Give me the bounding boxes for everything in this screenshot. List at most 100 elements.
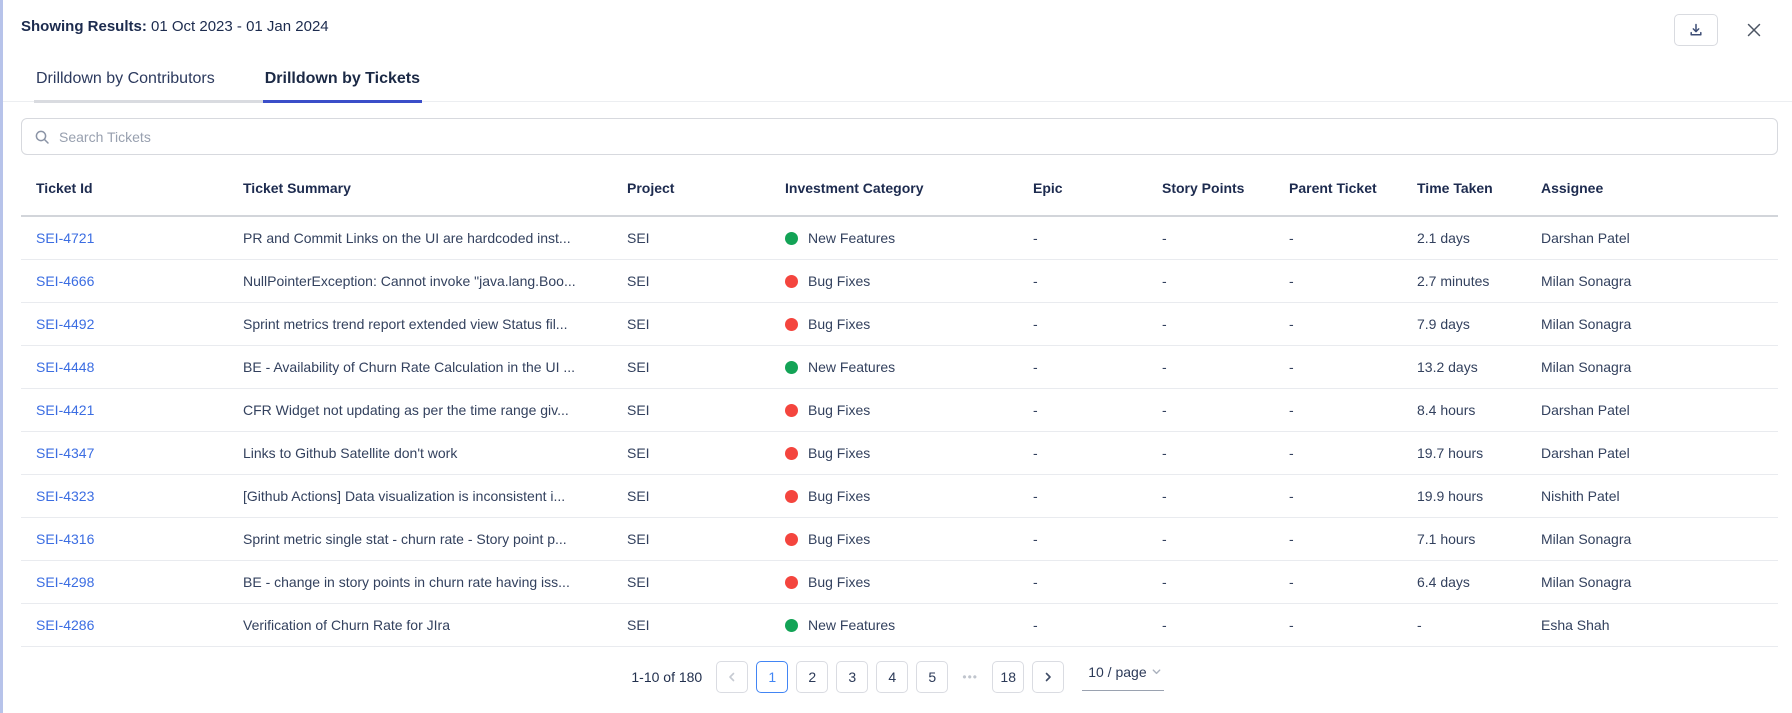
cell-epic: - [1033,359,1038,375]
cell-project: SEI [627,574,650,590]
cell-time-taken: 7.9 days [1417,316,1470,332]
tickets-table: Ticket Id Ticket Summary Project Investment… [21,161,1778,647]
cell-ticket-id: SEI-4666 [21,273,243,289]
cell-investment-category: Bug Fixes [785,488,1033,504]
date-range: 01 Oct 2023 - 01 Jan 2024 [151,18,329,35]
cell-ticket-summary: BE - change in story points in churn rat… [243,574,570,590]
download-button[interactable] [1674,14,1718,46]
search-area [21,118,1778,155]
search-input[interactable] [59,128,1765,145]
tab-drilldown-by-contributors[interactable]: Drilldown by Contributors [34,62,217,100]
cell-project: SEI [627,617,650,633]
cell-ticket-summary: [Github Actions] Data visualization is i… [243,488,566,504]
cell-parent-ticket: - [1289,316,1294,332]
page-button-3[interactable]: 3 [836,661,869,693]
column-header-parent-ticket: Parent Ticket [1289,180,1377,196]
table-row: SEI-4316 Sprint metric single stat - chu… [21,518,1778,561]
cell-time-taken: 6.4 days [1417,574,1470,590]
cell-ticket-summary: Sprint metric single stat - churn rate -… [243,531,567,547]
table-body: SEI-4721 PR and Commit Links on the UI a… [21,217,1778,647]
cell-ticket-summary: Sprint metrics trend report extended vie… [243,316,568,332]
table-row: SEI-4323 [Github Actions] Data visualiza… [21,475,1778,518]
category-label: Bug Fixes [808,531,871,547]
cell-investment-category: Bug Fixes [785,316,1033,332]
page-button-18[interactable]: 18 [992,661,1025,693]
column-header-assignee: Assignee [1541,180,1604,196]
cell-epic: - [1033,531,1038,547]
cell-project: SEI [627,316,650,332]
cell-epic: - [1033,316,1038,332]
ticket-id-link[interactable]: SEI-4666 [36,273,95,289]
chevron-left-icon [726,671,738,683]
cell-ticket-id: SEI-4347 [21,445,243,461]
cell-epic: - [1033,230,1038,246]
ticket-id-link[interactable]: SEI-4721 [36,230,95,246]
cell-investment-category: New Features [785,359,1033,375]
category-dot-icon [785,274,798,288]
category-label: Bug Fixes [808,273,871,289]
cell-time-taken: - [1417,617,1422,633]
chevron-down-icon [1151,666,1162,677]
cell-story-points: - [1162,574,1167,590]
page-button-2[interactable]: 2 [796,661,829,693]
previous-page-button[interactable] [716,661,749,693]
ticket-id-link[interactable]: SEI-4448 [36,359,95,375]
ticket-id-link[interactable]: SEI-4492 [36,316,95,332]
page-button-4[interactable]: 4 [876,661,909,693]
cell-ticket-summary: Verification of Churn Rate for JIra [243,617,450,633]
cell-story-points: - [1162,316,1167,332]
cell-assignee: Milan Sonagra [1541,574,1632,590]
cell-project: SEI [627,230,650,246]
page-size-select[interactable]: 10 / page [1082,664,1164,691]
cell-story-points: - [1162,445,1167,461]
cell-investment-category: New Features [785,230,1033,246]
cell-assignee: Milan Sonagra [1541,316,1632,332]
cell-time-taken: 19.7 hours [1417,445,1484,461]
ticket-id-link[interactable]: SEI-4286 [36,617,95,633]
showing-results-label: Showing Results: [21,18,147,35]
cell-story-points: - [1162,488,1167,504]
cell-ticket-summary: CFR Widget not updating as per the time … [243,402,569,418]
ticket-id-link[interactable]: SEI-4421 [36,402,95,418]
cell-story-points: - [1162,617,1167,633]
close-button[interactable] [1740,16,1768,44]
table-header-row: Ticket Id Ticket Summary Project Investment… [21,161,1778,217]
cell-assignee: Darshan Patel [1541,445,1630,461]
category-dot-icon [785,575,798,589]
ticket-id-link[interactable]: SEI-4347 [36,445,95,461]
cell-time-taken: 13.2 days [1417,359,1478,375]
tab-drilldown-by-tickets[interactable]: Drilldown by Tickets [262,62,423,103]
table-row: SEI-4347 Links to Github Satellite don't… [21,432,1778,475]
ticket-id-link[interactable]: SEI-4316 [36,531,95,547]
column-header-project: Project [627,180,675,196]
category-dot-icon [785,403,798,417]
cell-ticket-id: SEI-4316 [21,531,243,547]
cell-project: SEI [627,402,650,418]
cell-investment-category: Bug Fixes [785,273,1033,289]
table-row: SEI-4286 Verification of Churn Rate for … [21,604,1778,647]
cell-ticket-id: SEI-4286 [21,617,243,633]
cell-parent-ticket: - [1289,273,1294,289]
pagination-ellipsis[interactable]: ••• [962,670,979,684]
cell-parent-ticket: - [1289,531,1294,547]
category-label: Bug Fixes [808,574,871,590]
page-button-1[interactable]: 1 [756,661,789,693]
cell-time-taken: 2.1 days [1417,230,1470,246]
cell-epic: - [1033,273,1038,289]
category-dot-icon [785,360,798,374]
cell-ticket-summary: NullPointerException: Cannot invoke "jav… [243,273,576,289]
page-button-5[interactable]: 5 [916,661,949,693]
ticket-id-link[interactable]: SEI-4323 [36,488,95,504]
category-label: New Features [808,617,896,633]
column-header-investment-category: Investment Category [785,180,924,196]
category-label: Bug Fixes [808,445,871,461]
cell-ticket-id: SEI-4421 [21,402,243,418]
pagination: 1-10 of 180 1 2 3 4 5 ••• 18 10 / page [3,647,1792,713]
cell-ticket-id: SEI-4721 [21,230,243,246]
next-page-button[interactable] [1032,661,1065,693]
close-icon [1744,20,1764,40]
cell-parent-ticket: - [1289,617,1294,633]
category-label: Bug Fixes [808,402,871,418]
ticket-id-link[interactable]: SEI-4298 [36,574,95,590]
drilldown-panel: Showing Results: 01 Oct 2023 - 01 Jan 20… [3,0,1792,713]
